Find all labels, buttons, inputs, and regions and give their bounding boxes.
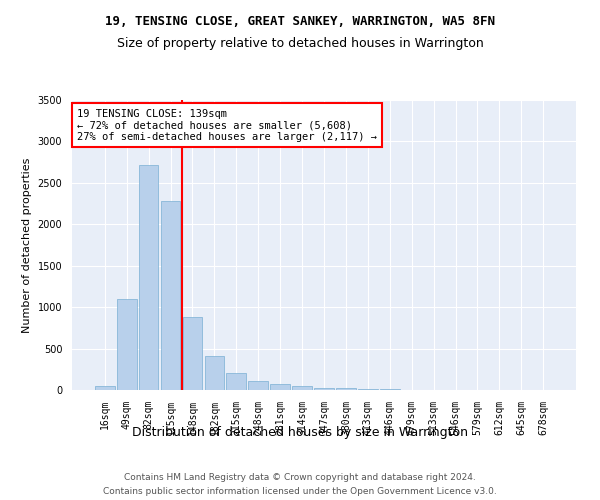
Y-axis label: Number of detached properties: Number of detached properties xyxy=(22,158,32,332)
Bar xyxy=(139,164,158,390)
Bar xyxy=(314,388,334,390)
Bar xyxy=(292,386,312,390)
Bar xyxy=(226,374,246,390)
Bar xyxy=(161,201,181,390)
Bar xyxy=(117,299,137,390)
Text: Distribution of detached houses by size in Warrington: Distribution of detached houses by size … xyxy=(132,426,468,439)
Text: Size of property relative to detached houses in Warrington: Size of property relative to detached ho… xyxy=(116,38,484,51)
Bar xyxy=(95,386,115,390)
Bar xyxy=(248,382,268,390)
Text: 19 TENSING CLOSE: 139sqm
← 72% of detached houses are smaller (5,608)
27% of sem: 19 TENSING CLOSE: 139sqm ← 72% of detach… xyxy=(77,108,377,142)
Bar xyxy=(358,389,378,390)
Bar xyxy=(182,317,202,390)
Text: Contains public sector information licensed under the Open Government Licence v3: Contains public sector information licen… xyxy=(103,486,497,496)
Text: Contains HM Land Registry data © Crown copyright and database right 2024.: Contains HM Land Registry data © Crown c… xyxy=(124,473,476,482)
Bar xyxy=(205,356,224,390)
Bar xyxy=(270,384,290,390)
Bar xyxy=(336,388,356,390)
Text: 19, TENSING CLOSE, GREAT SANKEY, WARRINGTON, WA5 8FN: 19, TENSING CLOSE, GREAT SANKEY, WARRING… xyxy=(105,15,495,28)
